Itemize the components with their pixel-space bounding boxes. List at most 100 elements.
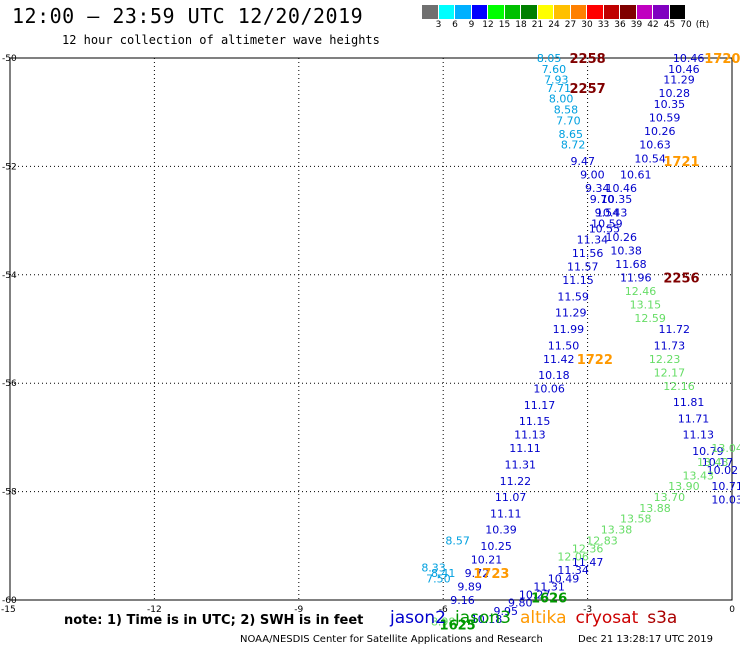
wave-height-point: 10.59 [591, 217, 623, 230]
wave-height-point: 10.28 [658, 87, 690, 100]
wave-height-point: 12.16 [663, 380, 695, 393]
wave-height-point: 11.72 [658, 323, 690, 336]
wave-height-point: 13.43 [697, 456, 729, 469]
wave-height-point: 7.93 [544, 74, 569, 87]
color-scale-label: 27 [564, 20, 577, 30]
latitude-label: -56 [2, 379, 17, 389]
gridlines [10, 58, 732, 600]
color-swatch [603, 5, 620, 19]
wave-height-point: 8.00 [549, 93, 574, 106]
wave-height-point: 11.42 [543, 353, 575, 366]
wave-height-point: 8.33 [421, 561, 446, 574]
wave-height-point: 13.38 [601, 524, 633, 537]
wave-height-point: 7.71 [546, 82, 571, 95]
wave-height-point: 11.99 [553, 323, 585, 336]
color-scale-label: 42 [647, 20, 659, 30]
wave-height-point: 10.35 [654, 98, 686, 111]
wave-height-point: 10.55 [589, 223, 621, 236]
color-swatch [537, 5, 554, 19]
wave-height-point: 10.27 [519, 589, 551, 602]
wave-height-point: 11.57 [567, 261, 599, 274]
color-scale-label: 6 [452, 20, 458, 30]
wave-height-point: 12.17 [654, 366, 686, 379]
pass-time-label: 2256 [663, 272, 699, 287]
wave-height-point: 11.50 [548, 339, 580, 352]
wave-height-point: 7.70 [556, 114, 581, 127]
wave-height-point: 13.90 [668, 480, 700, 493]
wave-height-point: 11.31 [504, 459, 536, 472]
color-swatch [488, 5, 505, 19]
color-swatch [669, 5, 686, 19]
time-labels: 2258 2257 1720 1721 2256 1722 1723 1626 1625 [440, 52, 740, 633]
wave-height-point: 9.34 [585, 182, 610, 195]
wave-height-point: 9.89 [457, 580, 482, 593]
color-scale-label: 33 [597, 20, 610, 30]
wave-height-labels: 8.057.607.937.718.008.587.708.658.72 8.57… [421, 52, 740, 629]
wave-height-point: 10.61 [620, 169, 652, 182]
wave-height-point: 7.60 [542, 63, 567, 76]
wave-height-point: 11.13 [514, 429, 546, 442]
latitude-label: -50 [2, 54, 17, 64]
wave-height-point: 8.05 [537, 52, 562, 65]
wave-height-point: 8.58 [554, 103, 579, 116]
wave-height-point: 9.70 [590, 193, 615, 206]
axis-labels: -50 -52 -54 -56 -58 -60-15 -12 -9 -6 -3 0 [1, 54, 735, 615]
latitude-label: -52 [2, 162, 17, 172]
satellite-legend-item: jason2 [390, 608, 446, 628]
wave-height-point: 10.35 [601, 193, 633, 206]
color-swatch [422, 5, 439, 19]
pass-time-label: 1626 [531, 591, 567, 606]
wave-height-point: 11.11 [490, 507, 522, 520]
wave-height-point: 11.15 [562, 274, 594, 287]
wave-height-point: 11.59 [557, 290, 589, 303]
wave-height-point: 13.88 [639, 502, 671, 515]
color-scale-label: 24 [548, 20, 560, 30]
wave-height-point: 9.16 [450, 594, 475, 607]
wave-height-point: 13.15 [630, 299, 662, 312]
color-scale-label: 36 [614, 20, 626, 30]
wave-height-point: 12.59 [634, 312, 666, 325]
wave-height-point: 11.07 [495, 491, 527, 504]
longitude-label: -6 [439, 605, 448, 615]
wave-height-point: 9.72 [465, 567, 490, 580]
map-subtitle: 12 hour collection of altimeter wave hei… [62, 33, 380, 47]
wave-height-point: 10.79 [692, 445, 724, 458]
color-swatch [570, 5, 587, 19]
wave-height-point: 10.06 [533, 383, 565, 396]
longitude-label: -15 [1, 605, 16, 615]
color-scale-label: 70 [680, 20, 692, 30]
pass-time-label: 1722 [577, 353, 613, 368]
wave-height-point: 10.17 [702, 456, 734, 469]
wave-height-point: 10.54 [634, 152, 666, 165]
wave-height-point: 9.47 [571, 155, 596, 168]
wave-height-point: 9.54 [595, 206, 620, 219]
pass-time-label: 1720 [704, 52, 740, 67]
longitude-label: 0 [729, 605, 735, 615]
wave-height-point: 10.21 [471, 553, 503, 566]
wave-height-point: 12.23 [649, 353, 681, 366]
latitude-label: -54 [2, 271, 17, 281]
footer-timestamp: Dec 21 13:28:17 UTC 2019 [578, 634, 713, 645]
latitude-label: -60 [2, 596, 17, 606]
pass-time-label: 1723 [473, 567, 509, 582]
wave-height-point: 11.17 [524, 399, 556, 412]
wave-height-point: 10.46 [668, 63, 700, 76]
wave-height-point: 9.95 [494, 605, 519, 618]
wave-height-point: 11.71 [678, 412, 710, 425]
wave-height-point: 11.96 [620, 272, 652, 285]
wave-height-point: 10.38 [610, 244, 642, 257]
satellite-legend-item: jason3 [455, 608, 511, 628]
color-swatch [504, 5, 521, 19]
wave-height-point: 10.43 [596, 206, 628, 219]
color-scale-labels: 3 6 9 12 15 18 21 24 27 30 33 36 39 42 45 70 (ft) [422, 20, 740, 32]
wave-height-point: 11.56 [572, 247, 604, 260]
wave-height-point: 11.47 [572, 556, 604, 569]
wave-height-point: 11.13 [683, 429, 715, 442]
map-title: 12:00 – 23:59 UTC 12/20/2019 [12, 4, 364, 28]
wave-height-point: 11.68 [615, 258, 647, 271]
wave-height-point: 10.59 [649, 112, 681, 125]
wave-height-point: 12.83 [586, 534, 618, 547]
satellite-legend-item: cryosat [575, 608, 639, 628]
wave-height-point: 13.43 [683, 469, 715, 482]
